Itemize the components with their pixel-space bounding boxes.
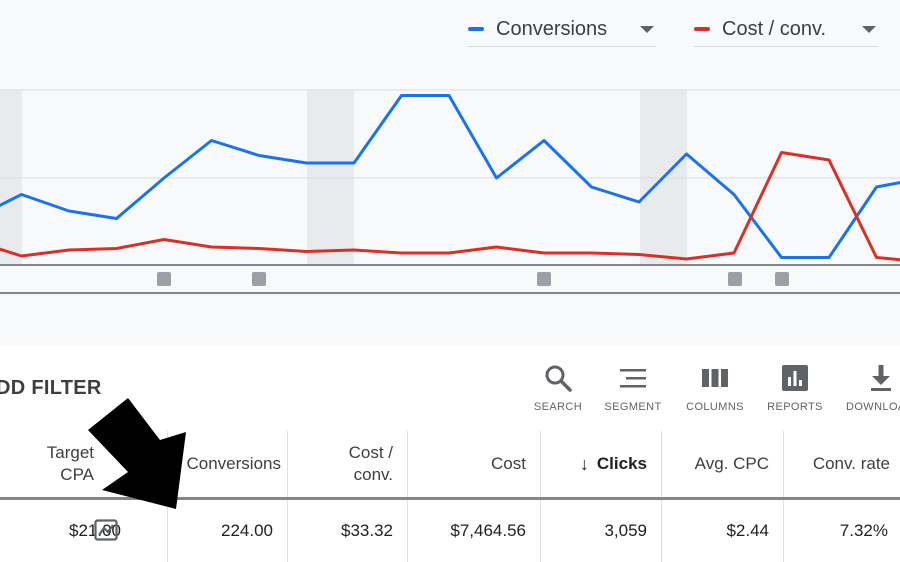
column-header-cost[interactable]: Cost <box>408 431 541 497</box>
search-icon <box>545 365 572 392</box>
campaign-table: Target CPA Conversions Cost / conv. Cost… <box>0 431 900 562</box>
annotation-marker[interactable] <box>775 272 789 286</box>
download-label: DOWNLOA <box>846 401 900 413</box>
header-text: Avg. CPC <box>694 454 769 473</box>
series-line-conversions <box>0 94 900 259</box>
chevron-down-icon <box>862 25 876 33</box>
header-divider <box>0 497 900 500</box>
download-icon <box>871 365 891 391</box>
bid-strategy-chart-icon[interactable] <box>94 519 118 541</box>
metric-label: Cost / conv. <box>722 17 827 40</box>
performance-chart-panel: Conversions Cost / conv. <box>0 12 900 294</box>
header-text: Conv. rate <box>812 454 890 473</box>
column-header-target-cpa[interactable]: Target CPA <box>0 431 168 497</box>
series-color-swatch <box>694 27 710 31</box>
search-button[interactable]: SEARCH <box>518 363 598 413</box>
table-toolbar: DD FILTER SEARCH SEGMENT COLUMNS RE <box>0 345 900 431</box>
reports-button[interactable]: REPORTS <box>755 363 835 413</box>
cell-value: $33.32 <box>341 521 393 540</box>
annotation-marker[interactable] <box>728 272 742 286</box>
segment-icon <box>620 369 646 388</box>
cell-value: $7,464.56 <box>450 521 526 540</box>
header-text: CPA <box>60 465 94 484</box>
column-header-conversions[interactable]: Conversions <box>168 431 288 497</box>
annotation-marker[interactable] <box>252 272 266 286</box>
reports-icon <box>782 365 808 391</box>
segment-button[interactable]: SEGMENT <box>593 363 673 413</box>
column-header-cost-per-conversion[interactable]: Cost / conv. <box>288 431 408 497</box>
cell-cost: $7,464.56 <box>408 500 541 562</box>
cell-cost-per-conversion: $33.32 <box>288 500 408 562</box>
header-text: conv. <box>353 465 393 484</box>
cell-value: 7.32% <box>839 521 888 540</box>
header-text: Clicks <box>596 454 647 473</box>
metric-selector-cost-per-conversion[interactable]: Cost / conv. <box>694 12 878 47</box>
column-header-clicks[interactable]: ↓ Clicks <box>541 431 662 497</box>
header-text: Target <box>46 443 94 462</box>
series-color-swatch <box>468 27 484 31</box>
cell-avg-cpc: $2.44 <box>662 500 784 562</box>
download-button[interactable]: DOWNLOA <box>836 363 900 413</box>
column-header-avg-cpc[interactable]: Avg. CPC <box>662 431 784 497</box>
reports-label: REPORTS <box>767 401 823 413</box>
header-text: Conversions <box>186 454 282 473</box>
cell-conv-rate: 7.32% <box>784 500 900 562</box>
add-filter-button[interactable]: DD FILTER <box>0 377 102 399</box>
chevron-down-icon <box>640 25 654 33</box>
cell-target-cpa: $21.00 <box>0 500 168 562</box>
series-line-cost-per-conversion <box>0 151 900 262</box>
sort-descending-icon: ↓ <box>579 454 589 474</box>
search-label: SEARCH <box>533 401 583 413</box>
annotation-marker[interactable] <box>537 272 551 286</box>
cell-value: 3,059 <box>604 521 647 540</box>
metric-label: Conversions <box>496 17 608 40</box>
cell-value: $2.44 <box>726 521 769 540</box>
header-text: Cost <box>491 454 526 473</box>
metric-selector-conversions[interactable]: Conversions <box>468 12 656 47</box>
cell-conversions: 224.00 <box>168 500 288 562</box>
columns-button[interactable]: COLUMNS <box>675 363 755 413</box>
annotation-marker[interactable] <box>157 272 171 286</box>
segment-label: SEGMENT <box>604 401 662 413</box>
series-layer <box>0 94 900 262</box>
columns-label: COLUMNS <box>686 401 744 413</box>
cell-value: 224.00 <box>221 521 273 540</box>
line-chart <box>0 89 900 294</box>
header-text: Cost / <box>348 443 393 462</box>
column-header-conv-rate[interactable]: Conv. rate <box>784 431 900 497</box>
columns-icon <box>702 369 728 387</box>
cell-clicks: 3,059 <box>541 500 662 562</box>
